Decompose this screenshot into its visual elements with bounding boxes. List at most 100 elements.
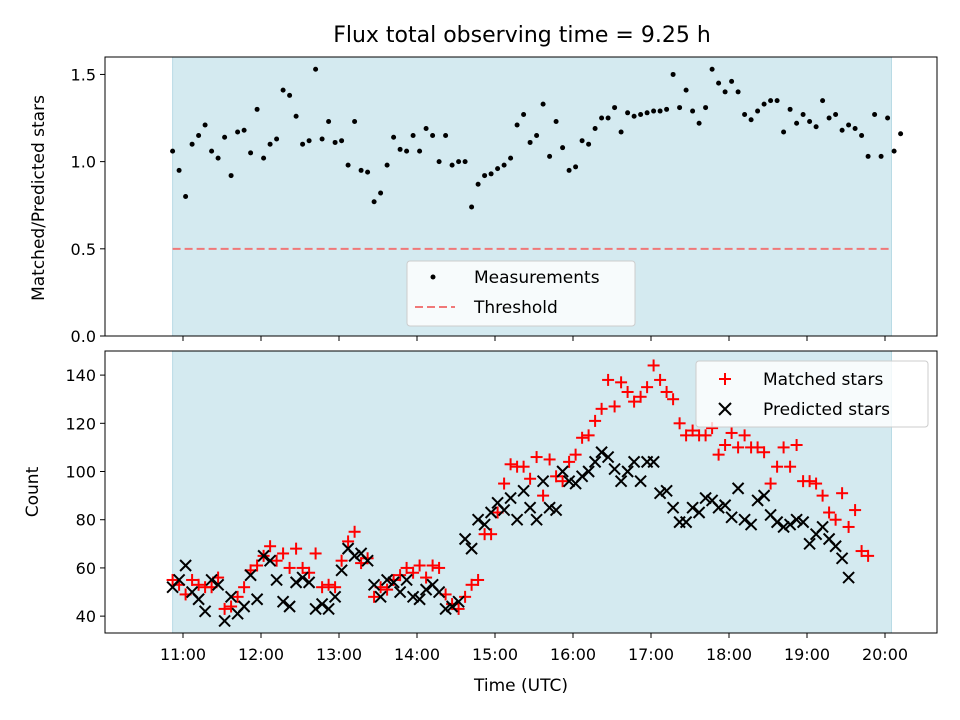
matched-point (777, 441, 790, 454)
matched-point (426, 559, 439, 572)
measurement-point (235, 129, 241, 135)
measurement-point (709, 66, 715, 72)
measurement-point (417, 148, 423, 154)
predicted-point (692, 506, 706, 519)
measurement-point (865, 153, 871, 159)
predicted-point (627, 455, 641, 469)
predicted-point (725, 511, 738, 524)
matched-point (433, 561, 446, 574)
ratio-axes: 0.0 0.5 1.0 1.5 (71, 56, 938, 346)
measurement-point (852, 125, 858, 131)
predicted-point (790, 513, 803, 526)
predicted-point (445, 600, 459, 613)
measurement-point (469, 204, 475, 210)
measurement-point (261, 155, 267, 161)
matched-point (660, 385, 673, 398)
measurement-point (241, 127, 247, 133)
measurement-point (768, 98, 774, 104)
measurement-point (352, 119, 358, 125)
predicted-point (543, 501, 556, 514)
matched-point (654, 373, 667, 386)
measurement-point (872, 112, 878, 118)
measurement-point (391, 134, 397, 140)
matched-point (504, 458, 517, 471)
matched-point (550, 470, 563, 483)
matched-point (563, 455, 576, 468)
matched-point (589, 414, 602, 427)
predicted-point (387, 576, 400, 589)
matched-point (329, 581, 342, 594)
matched-point (361, 552, 374, 565)
ratio-legend-box (406, 260, 636, 327)
matched-point (621, 385, 634, 398)
matched-point (719, 439, 732, 451)
matched-point (394, 569, 407, 582)
measurement-point (846, 122, 852, 128)
predicted-point (842, 571, 855, 584)
measurement-point (573, 164, 579, 170)
matched-point (823, 506, 836, 519)
matched-point (485, 528, 498, 541)
measurement-point (267, 141, 273, 147)
predicted-point (751, 494, 764, 507)
measurement-point (644, 110, 650, 116)
measurement-point (397, 146, 403, 152)
matched-point (556, 475, 569, 488)
matched-point (524, 472, 537, 485)
predicted-point (510, 513, 524, 526)
matched-point (628, 395, 641, 408)
predicted-point (562, 474, 576, 488)
predicted-point (744, 518, 758, 531)
matched-point (862, 549, 875, 562)
count-legend: Matched stars Predicted stars (695, 360, 929, 428)
measurement-point (605, 115, 611, 121)
matched-point (641, 381, 654, 394)
measurement-point (599, 115, 605, 121)
measurement-point (761, 101, 767, 107)
measurement-point (703, 105, 709, 111)
measurement-point (560, 145, 566, 151)
count-ylabel: Count (23, 466, 43, 517)
matched-point (420, 571, 433, 584)
matched-point (472, 573, 485, 586)
matched-point (608, 400, 621, 413)
legend-matched: Matched stars (763, 370, 883, 390)
measurement-point (722, 89, 728, 95)
measurement-point (683, 87, 689, 93)
measurement-point (456, 159, 462, 165)
predicted-point (439, 602, 452, 616)
predicted-point (621, 465, 634, 478)
predicted-point (224, 590, 238, 604)
predicted-point (796, 515, 810, 529)
predicted-point (465, 542, 478, 555)
predicted-point (361, 554, 374, 567)
predicted-point (588, 455, 602, 469)
measurement-point (313, 66, 319, 72)
ratio-panel: 0.0 0.5 1.0 1.5 Matched/Predicted stars Mea… (29, 56, 938, 346)
measurement-point (319, 136, 325, 142)
measurement-point (339, 138, 345, 144)
legend-threshold: Threshold (473, 298, 558, 318)
measurement-point (826, 115, 832, 121)
predicted-point (406, 590, 420, 604)
legend-predicted: Predicted stars (763, 400, 890, 420)
predicted-point (205, 573, 218, 587)
matched-point (238, 581, 251, 594)
matched-point (459, 590, 472, 603)
predicted-point (647, 455, 660, 469)
measurement-point (638, 112, 644, 118)
measurement-point (228, 173, 234, 179)
x-tick-label: 17:00 (628, 645, 674, 664)
matched-point (680, 429, 693, 442)
matched-point (569, 448, 582, 461)
measurement-point (404, 148, 410, 154)
predicted-point (712, 501, 725, 514)
predicted-point (179, 559, 192, 572)
measurement-point (443, 132, 449, 138)
matched-point (758, 446, 771, 459)
matched-point (667, 393, 680, 406)
x-tick-label: 13:00 (316, 645, 362, 664)
measurement-point (527, 139, 533, 145)
predicted-marker-icon (718, 402, 732, 416)
matched-point (218, 602, 231, 615)
